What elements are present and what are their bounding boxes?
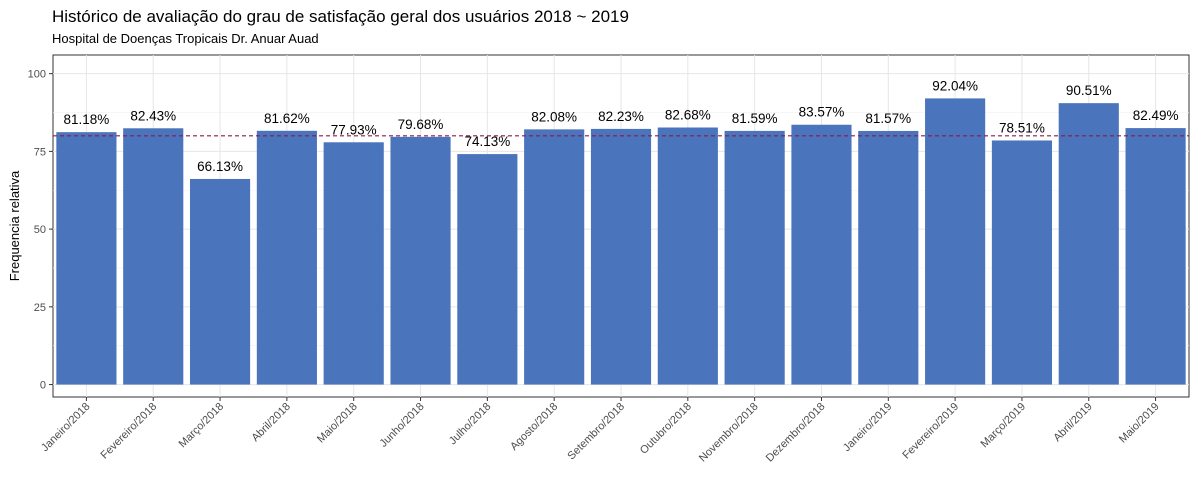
bar: [256, 130, 317, 385]
x-tick-label: Fevereiro/2018: [99, 401, 160, 462]
y-tick-label: 50: [34, 224, 46, 236]
data-label: 81.57%: [865, 111, 911, 126]
bar: [791, 124, 852, 385]
x-tick-label: Junho/2018: [378, 401, 427, 450]
bar: [1125, 128, 1186, 385]
data-label: 82.43%: [130, 108, 176, 123]
x-tick-label: Abril/2019: [1051, 401, 1095, 445]
data-labels: 81.18% 82.43% 66.13% 81.62% 77.93% 79.68% 74.1…: [64, 78, 1179, 174]
y-axis: 0 25 50 75 100: [28, 69, 53, 392]
data-label: 92.04%: [932, 78, 978, 93]
chart-subtitle: Hospital de Doenças Tropicais Dr. Anuar …: [52, 31, 319, 46]
bar: [925, 98, 986, 385]
bar: [524, 129, 585, 385]
bar: [1058, 103, 1119, 385]
data-label: 82.23%: [598, 109, 644, 124]
data-label: 82.08%: [531, 109, 577, 124]
data-label: 81.18%: [64, 112, 110, 127]
data-label: 82.49%: [1133, 108, 1179, 123]
x-tick-label: Setembro/2018: [565, 401, 627, 463]
x-tick-label: Janeiro/2019: [841, 401, 894, 454]
x-tick-label: Maio/2019: [1117, 401, 1162, 446]
bar: [590, 128, 652, 385]
bar: [123, 128, 184, 385]
bar: [858, 130, 919, 385]
x-tick-label: Julho/2018: [447, 401, 494, 448]
bars: [56, 98, 1186, 385]
x-tick-label: Março/2019: [978, 401, 1028, 451]
x-tick-label: Abril/2018: [249, 401, 293, 445]
x-tick-label: Janeiro/2018: [39, 401, 92, 454]
x-tick-label: Março/2018: [177, 401, 227, 451]
bar: [390, 136, 451, 385]
bar: [657, 127, 718, 385]
x-tick-label: Dezembro/2018: [764, 401, 828, 465]
y-tick-label: 0: [40, 380, 46, 392]
bar: [323, 142, 384, 385]
data-label: 81.62%: [264, 111, 310, 126]
bar: [991, 140, 1053, 385]
y-tick-label: 100: [28, 69, 46, 81]
data-label: 78.51%: [999, 120, 1045, 135]
y-tick-label: 75: [34, 146, 46, 158]
x-tick-label: Outubro/2018: [638, 401, 694, 457]
bar: [56, 132, 117, 385]
data-label: 66.13%: [197, 159, 243, 174]
x-tick-label: Novembro/2018: [697, 401, 761, 465]
bar: [457, 154, 518, 385]
data-label: 81.59%: [732, 111, 778, 126]
x-tick-label: Fevereiro/2019: [900, 401, 961, 462]
data-label: 83.57%: [799, 105, 845, 120]
bar: [189, 178, 251, 385]
x-tick-label: Agosto/2018: [508, 401, 560, 453]
y-tick-label: 25: [34, 302, 46, 314]
data-label: 79.68%: [398, 117, 444, 132]
bar: [724, 130, 785, 385]
x-axis: Janeiro/2018 Fevereiro/2018 Março/2018 Abri…: [39, 397, 1162, 464]
chart-title: Histórico de avaliação do grau de satisf…: [52, 7, 629, 26]
data-label: 77.93%: [331, 122, 377, 137]
data-label: 82.68%: [665, 108, 711, 123]
x-tick-label: Maio/2018: [315, 401, 360, 446]
data-label: 74.13%: [464, 134, 510, 149]
y-axis-label: Frequencia relativa: [7, 170, 22, 281]
data-label: 90.51%: [1066, 83, 1112, 98]
